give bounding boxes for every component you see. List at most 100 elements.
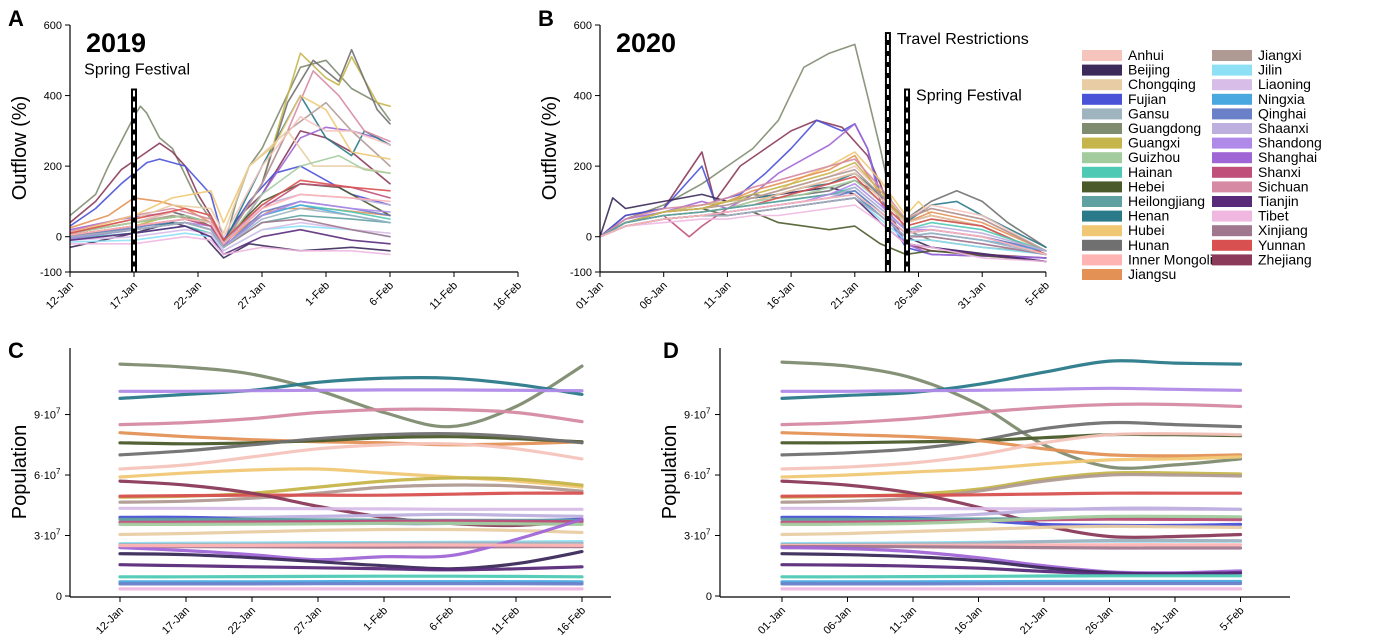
x-tick-label: 01-Jan — [756, 605, 788, 637]
legend-label: Tianjin — [1258, 193, 1299, 209]
legend-label: Guangdong — [1128, 120, 1201, 136]
panel-c: C03·10 76·10 79·10 712-Jan 17-Jan 22-Jan 27-Ja… — [8, 338, 611, 638]
legend-item-henan: Henan — [1082, 208, 1169, 224]
legend-item-hubei: Hubei — [1082, 222, 1165, 238]
series-line-sichuan — [118, 407, 584, 427]
legend-item-hainan: Hainan — [1082, 164, 1172, 180]
series-line-hubei — [118, 467, 584, 489]
legend-item-chongqing: Chongqing — [1082, 76, 1196, 92]
legend-label: Hebei — [1128, 178, 1165, 194]
legend-label: Anhui — [1128, 47, 1164, 63]
series-line-liaoning — [118, 506, 584, 511]
y-axis-label: Population — [659, 425, 681, 520]
x-tick-label: 06-Jan — [821, 605, 853, 637]
legend-swatch — [1082, 93, 1122, 105]
y-tick-exponent: 7 — [56, 467, 61, 476]
series-line-guangxi — [70, 52, 391, 245]
y-tick-label: 0 — [56, 232, 62, 244]
series-line-henan — [118, 375, 584, 400]
legend-swatch — [1212, 137, 1252, 149]
x-tick-label: 11-Jan — [887, 605, 919, 637]
legend-swatch — [1082, 166, 1122, 178]
legend-swatch — [1212, 50, 1252, 61]
legend-item-shandong: Shandong — [1212, 135, 1322, 151]
legend-item-xinjiang: Xinjiang — [1212, 222, 1308, 238]
series-line-tianjin — [70, 225, 391, 256]
x-tick-label: 1-Feb — [303, 280, 332, 309]
legend-item-jilin: Jilin — [1212, 62, 1282, 78]
series-line-zhejiang — [118, 479, 584, 528]
y-tick-exponent: 7 — [706, 528, 711, 537]
series-line-shanxi — [118, 519, 584, 524]
legend-label: Ningxia — [1258, 91, 1305, 107]
y-tick-label: 600 — [44, 20, 62, 32]
legend-item-guangxi: Guangxi — [1082, 135, 1180, 151]
series-line-inner-mongolia — [70, 193, 391, 245]
legend-swatch — [1082, 196, 1122, 207]
panel-title: 2020 — [616, 28, 676, 58]
panel-letter: D — [663, 338, 679, 363]
series-group — [600, 43, 1047, 263]
series-line-zhejiang — [70, 130, 391, 245]
series-line-hainan — [780, 574, 1243, 579]
series-line-chongqing — [780, 524, 1243, 537]
legend-item-shanghai: Shanghai — [1212, 149, 1317, 165]
x-tick-label: 12-Jan — [94, 605, 126, 637]
series-line-jiangxi — [780, 472, 1243, 504]
series-line-tianjin — [780, 563, 1243, 576]
y-tick-label: 200 — [574, 161, 592, 173]
series-line-anhui — [780, 432, 1243, 471]
series-group — [118, 362, 584, 591]
series-line-fujian — [70, 158, 391, 241]
legend-swatch — [1082, 50, 1122, 61]
series-line-guangdong — [70, 59, 391, 249]
legend-swatch — [1082, 64, 1122, 76]
series-line-hainan — [118, 574, 584, 579]
x-tick-label: 31-Jan — [956, 280, 988, 312]
legend-item-sichuan: Sichuan — [1212, 178, 1309, 194]
y-tick-label: 0 — [706, 591, 712, 603]
series-line-jiangxi — [118, 483, 584, 504]
panel-b: B 2020 Travel Restrictions Spring Festival -… — [538, 6, 1052, 312]
series-line-inner-mongolia — [118, 543, 584, 548]
legend-item-hunan: Hunan — [1082, 237, 1169, 253]
y-axis-label: Population — [9, 425, 31, 520]
legend-swatch — [1212, 254, 1252, 266]
series-line-guizhou — [118, 521, 584, 527]
legend-label: Tibet — [1258, 208, 1289, 224]
x-tick-label: 12-Jan — [44, 280, 76, 312]
legend-item-shaanxi: Shaanxi — [1212, 120, 1309, 136]
x-tick-label: 22-Jan — [172, 280, 204, 312]
series-line-gansu — [70, 207, 391, 249]
legend-label: Guangxi — [1128, 135, 1180, 151]
x-tick-label: 22-Jan — [226, 605, 258, 637]
y-tick-exponent: 7 — [706, 407, 711, 416]
x-tick-label: 17-Jan — [108, 280, 140, 312]
x-tick-label: 01-Jan — [574, 280, 606, 312]
legend-swatch — [1082, 108, 1122, 120]
series-line-hunan — [780, 420, 1243, 457]
series-line-guangdong — [118, 362, 584, 429]
series-line-liaoning — [70, 221, 391, 252]
legend-label: Qinghai — [1258, 105, 1306, 121]
series-line-sichuan — [780, 402, 1243, 427]
annotation-marker — [884, 32, 891, 272]
series-line-tianjin — [118, 563, 584, 572]
y-tick-label: 9·10 — [684, 410, 706, 422]
legend-item-inner-mongolia: Inner Mongolia — [1082, 251, 1221, 267]
legend-swatch — [1082, 137, 1122, 149]
y-tick-label: 6·10 — [34, 470, 56, 482]
series-line-yunnan — [780, 491, 1243, 498]
legend-swatch — [1082, 152, 1122, 164]
series-line-shanghai — [118, 517, 584, 562]
legend-swatch — [1212, 166, 1252, 178]
legend-item-beijing: Beijing — [1082, 62, 1170, 78]
legend-swatch — [1212, 123, 1252, 134]
y-tick-exponent: 7 — [56, 407, 61, 416]
y-tick-label: -100 — [570, 267, 592, 279]
series-line-beijing — [118, 550, 584, 571]
series-line-jiangsu — [780, 431, 1243, 458]
legend-label: Guizhou — [1128, 149, 1180, 165]
panel-a: A 2019 Spring Festival -100 0 200 400 600 12-Jan… — [8, 6, 524, 313]
x-tick-label: 06-Jan — [638, 280, 670, 312]
